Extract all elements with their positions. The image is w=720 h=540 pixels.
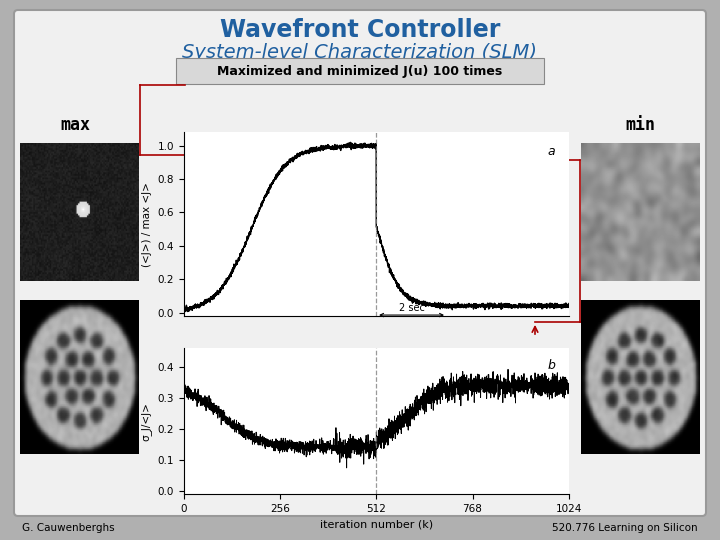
FancyBboxPatch shape bbox=[14, 10, 706, 516]
Text: 2 sec: 2 sec bbox=[399, 303, 425, 313]
Y-axis label: σ_J/<J>: σ_J/<J> bbox=[141, 402, 152, 441]
X-axis label: iteration number (k): iteration number (k) bbox=[320, 519, 433, 529]
Text: Wavefront Controller: Wavefront Controller bbox=[220, 18, 500, 42]
Text: a: a bbox=[548, 145, 555, 158]
Text: Maximized and minimized J(u) 100 times: Maximized and minimized J(u) 100 times bbox=[217, 64, 503, 78]
Text: 520.776 Learning on Silicon: 520.776 Learning on Silicon bbox=[552, 523, 698, 533]
Text: b: b bbox=[547, 359, 555, 372]
Text: min: min bbox=[625, 116, 655, 134]
Y-axis label: (<J>) / max <J>: (<J>) / max <J> bbox=[142, 181, 152, 267]
FancyBboxPatch shape bbox=[176, 58, 544, 84]
Text: max: max bbox=[60, 116, 90, 134]
Text: G. Cauwenberghs: G. Cauwenberghs bbox=[22, 523, 114, 533]
Text: System-level Characterization (SLM): System-level Characterization (SLM) bbox=[182, 44, 538, 63]
